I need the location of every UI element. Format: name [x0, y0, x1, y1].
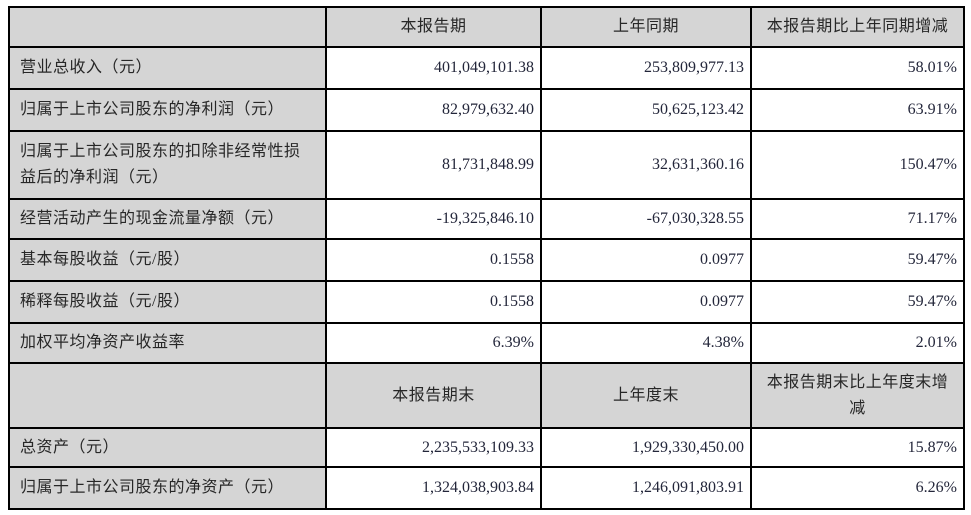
value-change: 15.87%: [750, 427, 965, 468]
value-current: 0.1558: [325, 280, 542, 324]
value-current: 81,731,848.99: [325, 130, 542, 200]
row-label: 归属于上市公司股东的扣除非经常性损益后的净利润（元）: [8, 130, 327, 200]
header-row-period: 本报告期 上年同期 本报告期比上年同期增减: [8, 6, 965, 48]
table-row-diluted-eps: 稀释每股收益（元/股） 0.1558 0.0977 59.47%: [8, 280, 965, 324]
value-current: 2,235,533,109.33: [325, 427, 542, 468]
financial-summary-table: 本报告期 上年同期 本报告期比上年同期增减 营业总收入（元） 401,049,1…: [8, 6, 965, 510]
row-label: 经营活动产生的现金流量净额（元）: [8, 198, 327, 240]
value-change: 63.91%: [750, 88, 965, 132]
column-header-period-end: 本报告期末: [325, 362, 542, 429]
value-change: 2.01%: [750, 322, 965, 364]
table-row-operating-cash-flow: 经营活动产生的现金流量净额（元） -19,325,846.10 -67,030,…: [8, 198, 965, 240]
row-label: 归属于上市公司股东的净利润（元）: [8, 88, 327, 132]
value-current: 6.39%: [325, 322, 542, 364]
row-label: 稀释每股收益（元/股）: [8, 280, 327, 324]
column-header-prior-period: 上年同期: [540, 6, 752, 48]
value-change: 6.26%: [750, 466, 965, 510]
table-row-total-revenue: 营业总收入（元） 401,049,101.38 253,809,977.13 5…: [8, 46, 965, 90]
table-row-weighted-avg-roe: 加权平均净资产收益率 6.39% 4.38% 2.01%: [8, 322, 965, 364]
value-prior: 4.38%: [540, 322, 752, 364]
value-prior: 0.0977: [540, 238, 752, 282]
value-change: 150.47%: [750, 130, 965, 200]
value-current: 0.1558: [325, 238, 542, 282]
row-label: 营业总收入（元）: [8, 46, 327, 90]
table-row-net-profit-excl-nonrecurring: 归属于上市公司股东的扣除非经常性损益后的净利润（元） 81,731,848.99…: [8, 130, 965, 200]
value-change: 59.47%: [750, 280, 965, 324]
value-prior: 253,809,977.13: [540, 46, 752, 90]
header-row-period-end: 本报告期末 上年度末 本报告期末比上年度末增减: [8, 362, 965, 429]
value-prior: 1,929,330,450.00: [540, 427, 752, 468]
row-label: 总资产（元）: [8, 427, 327, 468]
value-current: 401,049,101.38: [325, 46, 542, 90]
value-change: 58.01%: [750, 46, 965, 90]
column-header-period-end-change-text: 本报告期末比上年度末增减: [766, 373, 949, 417]
value-current: 1,324,038,903.84: [325, 466, 542, 510]
value-prior: -67,030,328.55: [540, 198, 752, 240]
table-row-total-assets: 总资产（元） 2,235,533,109.33 1,929,330,450.00…: [8, 427, 965, 468]
value-current: -19,325,846.10: [325, 198, 542, 240]
header-blank-cell: [8, 6, 327, 48]
table-row-net-profit: 归属于上市公司股东的净利润（元） 82,979,632.40 50,625,12…: [8, 88, 965, 132]
table-row-basic-eps: 基本每股收益（元/股） 0.1558 0.0977 59.47%: [8, 238, 965, 282]
value-prior: 32,631,360.16: [540, 130, 752, 200]
column-header-period-end-change: 本报告期末比上年度末增减: [750, 362, 965, 429]
value-change: 59.47%: [750, 238, 965, 282]
value-current: 82,979,632.40: [325, 88, 542, 132]
value-change: 71.17%: [750, 198, 965, 240]
table-row-net-assets: 归属于上市公司股东的净资产（元） 1,324,038,903.84 1,246,…: [8, 466, 965, 510]
value-prior: 1,246,091,803.91: [540, 466, 752, 510]
row-label: 加权平均净资产收益率: [8, 322, 327, 364]
row-label: 基本每股收益（元/股）: [8, 238, 327, 282]
value-prior: 0.0977: [540, 280, 752, 324]
column-header-period-change: 本报告期比上年同期增减: [750, 6, 965, 48]
value-prior: 50,625,123.42: [540, 88, 752, 132]
header-blank-cell: [8, 362, 327, 429]
row-label: 归属于上市公司股东的净资产（元）: [8, 466, 327, 510]
column-header-current-period: 本报告期: [325, 6, 542, 48]
column-header-prior-year-end: 上年度末: [540, 362, 752, 429]
